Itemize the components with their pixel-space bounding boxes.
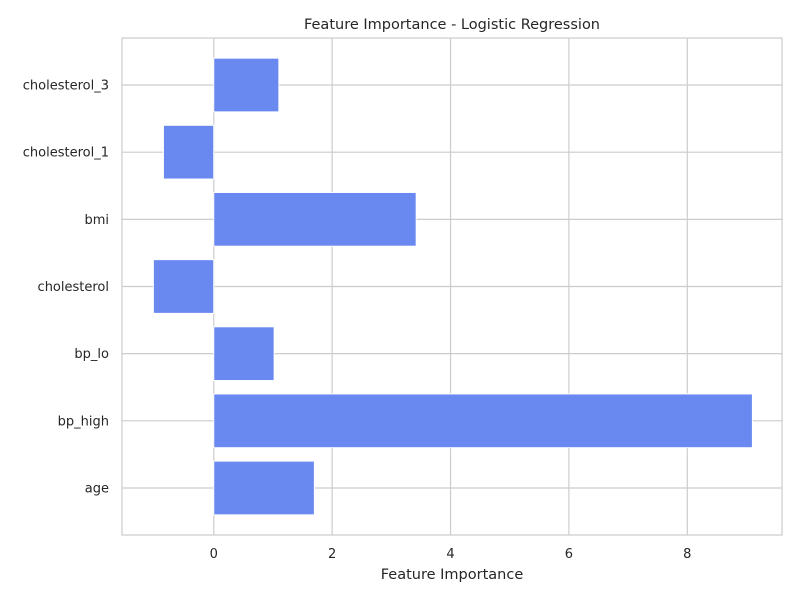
y-tick-label-age: age	[85, 481, 109, 496]
bar-bp_lo	[213, 326, 275, 382]
bar-cholesterol_3	[213, 57, 280, 113]
y-tick-label-cholesterol: cholesterol	[38, 280, 109, 295]
x-axis-title: Feature Importance	[381, 567, 524, 583]
bar-bmi	[213, 191, 417, 247]
y-tick-label-cholesterol_1: cholesterol_1	[23, 146, 109, 161]
bars	[152, 57, 753, 516]
x-tick-label: 6	[565, 547, 573, 562]
x-tick-label: 2	[328, 547, 336, 562]
y-tick-label-bmi: bmi	[84, 213, 109, 228]
y-tick-labels: age bp_high bp_lo cholesterol bmi cholesterol…	[23, 79, 109, 497]
y-tick-label-bp_high: bp_high	[58, 414, 109, 429]
x-tick-label: 8	[683, 547, 691, 562]
bar-cholesterol_1	[162, 124, 215, 180]
x-tick-label: 0	[210, 547, 218, 562]
bar-cholesterol	[152, 259, 215, 314]
x-tick-labels: 0 2 4 6 8	[210, 547, 692, 562]
x-tick-label: 4	[446, 547, 454, 562]
bar-age	[213, 460, 315, 516]
y-tick-label-bp_lo: bp_lo	[74, 347, 109, 362]
bar-bp_high	[213, 393, 753, 449]
chart-title: Feature Importance - Logistic Regression	[304, 17, 600, 33]
y-tick-label-cholesterol_3: cholesterol_3	[23, 79, 109, 94]
